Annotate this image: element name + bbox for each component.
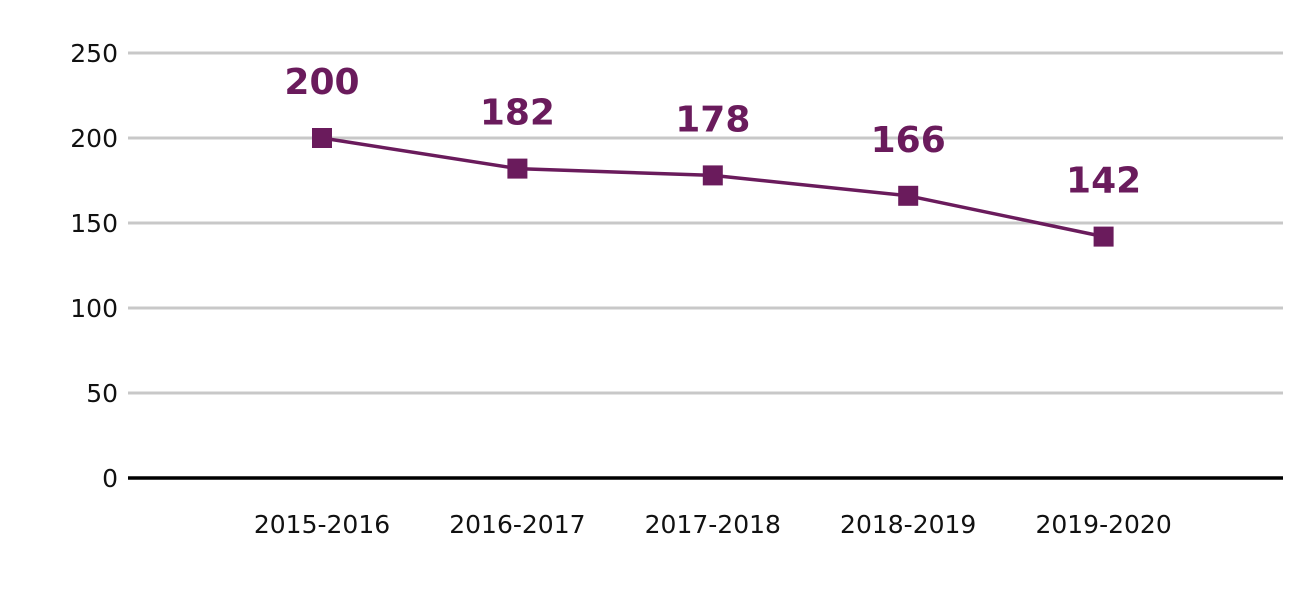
y-tick-label: 0 (102, 464, 118, 493)
x-tick-label: 2015-2016 (254, 510, 390, 539)
data-point-marker (1093, 226, 1114, 247)
data-label: 142 (1066, 161, 1141, 202)
data-point-marker (312, 128, 332, 148)
x-tick-label: 2019-2020 (1035, 510, 1171, 539)
y-tick-label: 100 (70, 294, 118, 323)
y-tick-label: 250 (70, 39, 118, 68)
data-label: 166 (871, 120, 946, 161)
x-tick-label: 2018-2019 (840, 510, 976, 539)
data-point-marker (702, 165, 723, 186)
data-label: 182 (480, 93, 555, 134)
y-tick-label: 200 (70, 124, 118, 153)
data-point-marker (898, 185, 919, 206)
x-tick-label: 2016-2017 (449, 510, 585, 539)
series (312, 128, 1114, 247)
data-point-marker (507, 158, 528, 179)
data-label: 200 (284, 62, 359, 103)
x-tick-label: 2017-2018 (645, 510, 781, 539)
data-label: 178 (675, 99, 750, 140)
axes: 0 50 100 150 200 250 2015-2016 2016-2017 2017-20… (70, 39, 1283, 539)
data-labels: 200 182 178 166 142 (284, 62, 1141, 202)
y-tick-label: 50 (86, 379, 118, 408)
y-tick-label: 150 (70, 209, 118, 238)
